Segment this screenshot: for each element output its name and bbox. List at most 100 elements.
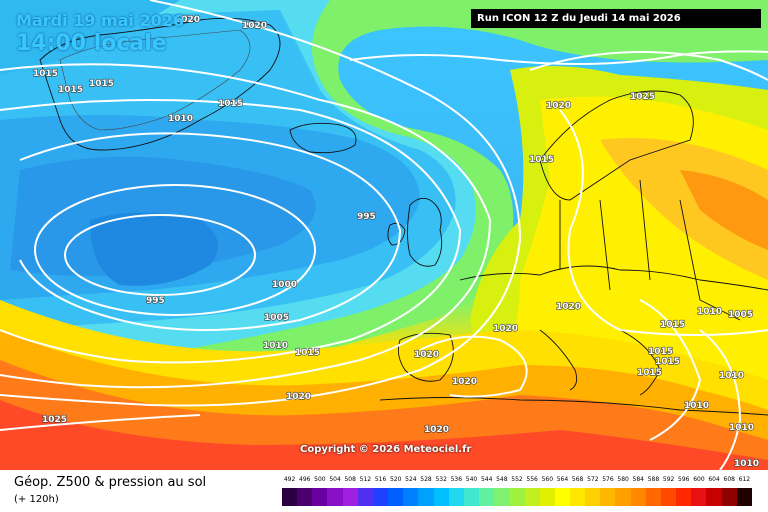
isobar-1025-south — [0, 414, 201, 431]
isobar-1010-east — [699, 329, 742, 470]
isobar-label: 1015 — [295, 348, 320, 358]
scale-swatch — [645, 488, 661, 506]
isobar-label: 1010 — [684, 401, 709, 411]
scale-label: 560 — [541, 476, 554, 483]
scale-swatch — [403, 488, 419, 506]
deep-low-core — [90, 212, 218, 286]
scale-swatch — [297, 488, 313, 506]
scale-swatch — [585, 488, 601, 506]
scale-label: 612 — [738, 476, 751, 483]
scale-label: 512 — [359, 476, 372, 483]
isobar-label: 1015 — [655, 357, 680, 367]
isobars — [0, 0, 768, 470]
scale-swatch — [342, 488, 358, 506]
isobar-label-group: 1020 1020 1015 1015 1015 1010 1015 1020 … — [32, 14, 759, 469]
scale-label: 496 — [299, 476, 311, 483]
legend-title: Géop. Z500 & pression au sol — [14, 475, 207, 490]
isobar-label: 1010 — [263, 341, 288, 351]
nw-blue — [0, 0, 180, 75]
scale-label: 528 — [420, 476, 432, 483]
scale-label: 576 — [602, 476, 614, 483]
isobar-label: 1010 — [697, 307, 722, 317]
isobar-1020-med — [419, 335, 528, 398]
iceland-outline — [289, 122, 357, 154]
scale-label: 548 — [496, 476, 508, 483]
scale-label: 600 — [693, 476, 705, 483]
scale-label: 492 — [283, 476, 296, 483]
scale-swatch — [660, 488, 677, 506]
orange-east-core — [680, 170, 768, 250]
scale-label: 552 — [511, 476, 523, 483]
isobar-label: 1015 — [637, 368, 662, 378]
isobar-label: 995 — [146, 296, 165, 306]
scale-label: 540 — [465, 476, 478, 483]
legend-footer: Géop. Z500 & pression au sol (+ 120h) 49… — [0, 470, 768, 512]
scale-swatch — [312, 488, 328, 506]
color-scale: 492 496 500 504 508 512 516 520 524 528 532 536 540 5… — [282, 476, 752, 508]
isobar-label: 1025 — [630, 92, 655, 102]
scale-swatch — [388, 488, 404, 506]
scale-labels: 492 496 500 504 508 512 516 520 524 528 532 536 540 5… — [282, 476, 752, 486]
britain-outline — [407, 197, 443, 267]
greenland-coast-detail — [59, 29, 251, 131]
scale-label: 500 — [314, 476, 326, 483]
scale-swatch — [479, 488, 495, 506]
isobar-label: 1010 — [734, 459, 759, 469]
run-info-box: Run ICON 12 Z du Jeudi 14 mai 2026 — [471, 9, 761, 28]
iberia-outline — [397, 332, 454, 382]
isobar-label: 1015 — [89, 79, 114, 89]
scale-swatch — [554, 488, 570, 506]
isobar-label: 1015 — [58, 85, 83, 95]
isobar-label: 1015 — [529, 155, 554, 165]
isobar-1020 — [0, 0, 520, 406]
scale-label: 508 — [344, 476, 356, 483]
isobar-label: 1015 — [660, 320, 685, 330]
scale-label: 520 — [389, 476, 402, 483]
isobar-1005 — [19, 132, 402, 331]
scale-label: 596 — [678, 476, 690, 483]
scale-swatch — [494, 488, 510, 506]
isobar-label: 1015 — [33, 69, 58, 79]
scale-swatch — [569, 488, 586, 506]
scale-label: 504 — [329, 476, 341, 483]
isobar-label: 1020 — [452, 377, 477, 387]
isobar-1015-east — [559, 109, 768, 336]
south-red — [0, 400, 768, 470]
scale-label: 556 — [526, 476, 538, 483]
isobar-label: 1010 — [168, 114, 193, 124]
scale-swatch — [691, 488, 707, 506]
isobar-label: 1025 — [42, 415, 67, 425]
italy-outline — [539, 329, 578, 391]
scale-label: 588 — [647, 476, 660, 483]
balkans-outline — [619, 329, 661, 396]
europe-coast — [459, 265, 768, 291]
scale-swatch — [721, 488, 737, 506]
scale-label: 532 — [435, 476, 447, 483]
scale-bar — [282, 488, 752, 506]
isobar-label: 1020 — [242, 21, 267, 31]
scale-swatch — [736, 488, 752, 506]
scale-swatch — [630, 488, 646, 506]
isobar-label: 1020 — [286, 392, 311, 402]
africa-coast — [379, 397, 768, 416]
isobar-label: 1020 — [175, 15, 200, 25]
scale-swatch — [282, 488, 298, 506]
isobar-995-inner — [64, 214, 256, 296]
scale-label: 516 — [374, 476, 387, 483]
scale-label: 584 — [632, 476, 644, 483]
scale-swatch — [524, 488, 540, 506]
scale-label: 568 — [571, 476, 584, 483]
forecast-date: Mardi 19 mai 2026 — [16, 11, 185, 30]
run-info-text: Run ICON 12 Z du Jeudi 14 mai 2026 — [477, 13, 681, 24]
map-svg: 1020 1020 1015 1015 1015 1010 1015 1020 … — [0, 0, 768, 470]
scale-label: 572 — [587, 476, 599, 483]
scale-swatch — [357, 488, 373, 506]
isobar-1025-north — [529, 51, 768, 81]
isobar-1015-balkans — [639, 299, 702, 441]
isobar-label: 1005 — [728, 310, 753, 320]
isobar-label: 1015 — [648, 347, 673, 357]
scale-swatch — [509, 488, 525, 506]
borders — [559, 179, 741, 321]
scale-swatch — [448, 488, 464, 506]
scale-label: 524 — [405, 476, 417, 483]
